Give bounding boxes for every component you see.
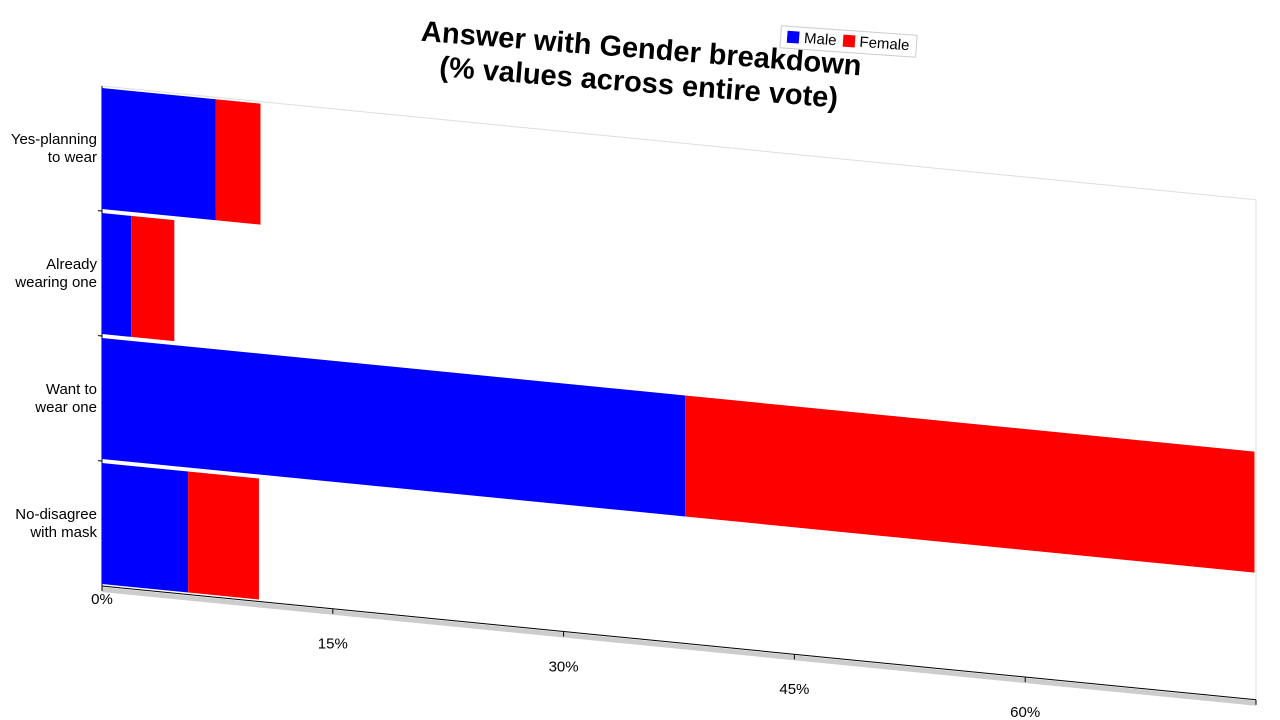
y-tick-label: No-disagree with mask (15, 505, 97, 541)
legend-label: Female (858, 33, 910, 55)
x-axis (102, 585, 1256, 701)
y-tick-label: Already wearing one (15, 255, 97, 291)
x-tick-label: 45% (779, 681, 809, 698)
x-tick-label: 60% (1010, 704, 1040, 720)
y-tick-label: Yes-planning to wear (10, 130, 97, 166)
x-tick-label: 15% (318, 636, 348, 653)
legend-item: Female (842, 33, 910, 55)
plot (98, 85, 1257, 706)
x-tick-label: 0% (91, 591, 113, 608)
legend-swatch (842, 34, 855, 48)
bar (102, 338, 686, 517)
legend-label: Male (803, 29, 838, 50)
legend-item: Male (786, 29, 838, 50)
axis-floor (102, 587, 1256, 706)
y-tick-label: Want to wear one (35, 380, 97, 416)
bar (188, 471, 259, 600)
bar (102, 213, 132, 337)
bar (102, 88, 216, 221)
bar (685, 395, 1255, 573)
legend-swatch (786, 30, 800, 44)
x-tick-label: 30% (549, 658, 579, 675)
bar (215, 99, 261, 225)
bar (102, 463, 189, 593)
bar (131, 215, 175, 342)
